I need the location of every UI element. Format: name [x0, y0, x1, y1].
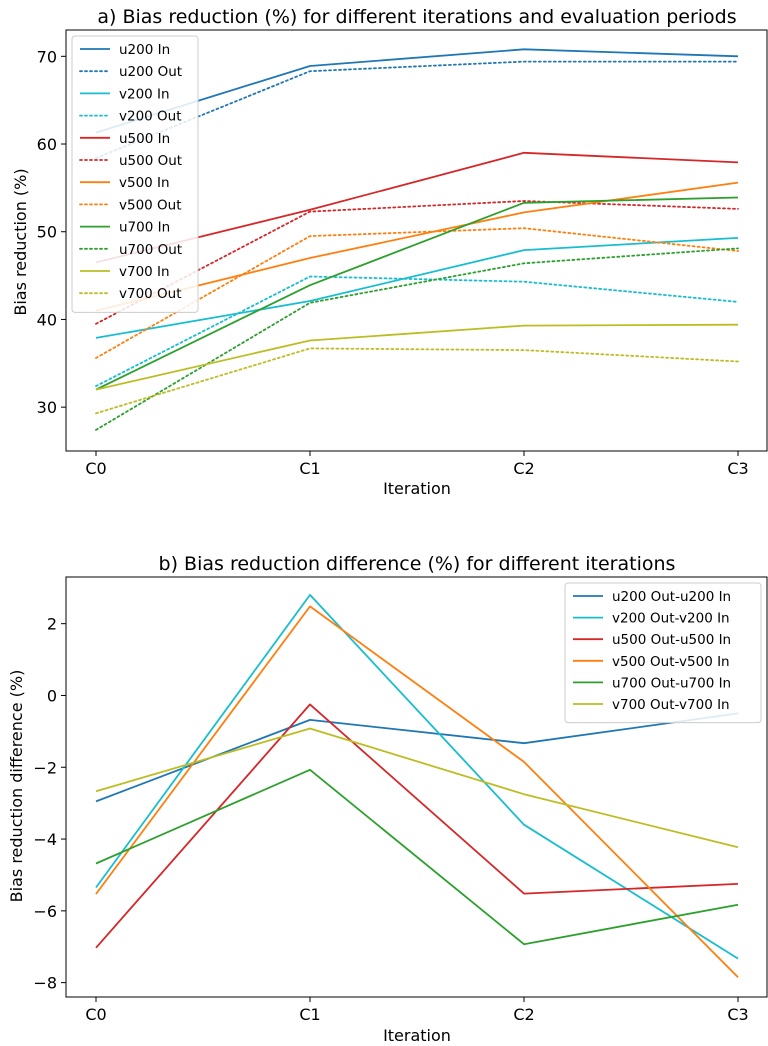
- y-tick-label: 40: [37, 310, 57, 329]
- series-line: [95, 151, 739, 264]
- legend-label: u200 In: [119, 42, 170, 58]
- y-tick-label: −6: [33, 902, 57, 921]
- series-line: [95, 247, 739, 431]
- chart-a-xlabel: Iteration: [383, 479, 451, 498]
- legend-label: v500 In: [119, 175, 170, 191]
- x-tick-label: C1: [299, 459, 320, 478]
- series-line: [95, 703, 739, 949]
- chart-a-legend: u200 In u200 Out v200 In v200 Out u500 In u50…: [71, 35, 199, 313]
- series-line: [95, 727, 739, 849]
- legend-box: [71, 35, 199, 313]
- chart-b-ticks: C0 C1 C2 C3 −8 −6 −4 −2 0 2: [33, 615, 748, 1024]
- y-tick-label: 70: [37, 47, 57, 66]
- chart-b: b) Bias reduction difference (%) for dif…: [7, 553, 768, 1045]
- legend-label: u500 Out: [119, 153, 182, 169]
- chart-a-lines: [95, 48, 739, 431]
- series-line: [95, 60, 739, 160]
- legend-label: v200 In: [119, 86, 170, 102]
- x-tick-label: C2: [513, 459, 534, 478]
- y-tick-label: 50: [37, 223, 57, 242]
- y-tick-label: 30: [37, 398, 57, 417]
- legend-label: u500 In: [119, 131, 170, 147]
- legend-label: u200 Out-u200 In: [612, 589, 731, 605]
- y-tick-label: 60: [37, 135, 57, 154]
- legend-label: v200 Out: [119, 109, 182, 125]
- legend-box: [564, 582, 762, 724]
- x-tick-label: C0: [85, 1005, 106, 1024]
- series-line: [95, 605, 739, 978]
- chart-b-ylabel: Bias reduction difference (%): [7, 670, 26, 903]
- series-line: [95, 594, 739, 960]
- chart-a-ticks: C0 C1 C2 C3 30 40 50 60 70: [37, 47, 749, 478]
- legend-label: v500 Out: [119, 197, 182, 213]
- y-tick-label: 2: [47, 615, 57, 634]
- series-line: [95, 196, 739, 391]
- y-tick-label: −2: [33, 758, 57, 777]
- chart-b-frame: [65, 576, 768, 998]
- series-line: [95, 768, 739, 946]
- chart-b-legend: u200 Out-u200 In v200 Out-v200 In u500 Out…: [564, 582, 762, 724]
- series-line: [95, 275, 739, 388]
- legend-label: v700 In: [119, 264, 170, 280]
- series-line: [95, 200, 739, 325]
- legend-label: v700 Out-v700 In: [612, 697, 730, 713]
- legend-label: v500 Out-v500 In: [612, 654, 730, 670]
- series-line: [95, 48, 739, 134]
- series-line: [95, 712, 739, 803]
- legend-label: u500 Out-u500 In: [612, 632, 731, 648]
- legend-label: u700 In: [119, 220, 170, 236]
- legend-label: u700 Out-u700 In: [612, 675, 731, 691]
- x-tick-label: C0: [85, 459, 106, 478]
- chart-b-title: b) Bias reduction difference (%) for dif…: [159, 553, 676, 575]
- series-line: [95, 237, 739, 339]
- chart-a-frame: [65, 29, 768, 452]
- x-tick-label: C3: [727, 1005, 748, 1024]
- x-tick-label: C3: [727, 459, 748, 478]
- x-tick-label: C2: [513, 1005, 534, 1024]
- series-line: [95, 347, 739, 415]
- chart-a: a) Bias reduction (%) for different iter…: [11, 6, 768, 498]
- legend-label: v200 Out-v200 In: [612, 611, 730, 627]
- series-line: [95, 181, 739, 312]
- chart-a-title: a) Bias reduction (%) for different iter…: [97, 6, 736, 28]
- chart-b-lines: [95, 594, 739, 978]
- y-tick-label: 0: [47, 686, 57, 705]
- chart-b-xlabel: Iteration: [383, 1026, 451, 1045]
- legend-label: u200 Out: [119, 64, 182, 80]
- x-tick-label: C1: [299, 1005, 320, 1024]
- series-line: [95, 323, 739, 391]
- y-tick-label: −4: [33, 830, 57, 849]
- legend-label: u700 Out: [119, 242, 182, 258]
- chart-a-ylabel: Bias reduction (%): [11, 168, 30, 315]
- y-tick-label: −8: [33, 974, 57, 993]
- legend-label: v700 Out: [119, 286, 182, 302]
